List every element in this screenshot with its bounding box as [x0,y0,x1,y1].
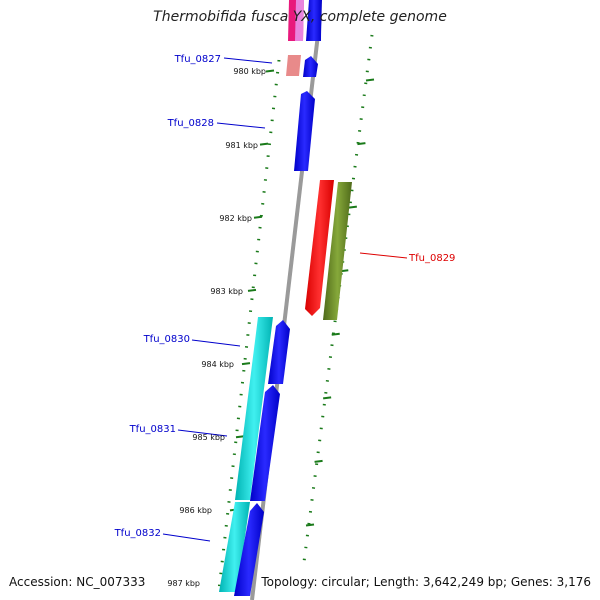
gene-label-tfu-0829: Tfu_0829 [408,253,455,264]
outer-major-tick [305,523,315,527]
leader-tfu-0829 [359,252,408,259]
bp-label-987: 987 kbp [167,579,200,588]
leader-tfu-0830 [191,339,241,347]
partial-gene-blue [306,0,322,41]
inner-ruler [217,59,281,591]
cds-tfu-0828 [294,91,315,171]
outer-major-tick [348,205,357,209]
cds-tfu-0830 [268,320,290,384]
gene-span-tfu-0832 [219,502,250,592]
gene-label-tfu-0827: Tfu_0827 [174,54,221,65]
gene-span-tfu-0827 [286,55,301,76]
bp-label-986: 986 kbp [179,506,212,515]
leader-tfu-0832 [162,533,211,542]
inner-major-tick [259,142,269,146]
gene-label-tfu-0832: Tfu_0832 [114,528,161,539]
gene-span-tfu-0829 [323,182,352,320]
gene-span-tfu-0830-0831 [235,317,273,500]
outer-major-tick [323,396,332,400]
outer-major-tick [331,332,340,336]
gene-label-tfu-0828: Tfu_0828 [167,118,214,129]
inner-major-tick [247,288,257,292]
cds-tfu-0832 [234,503,264,596]
cds-tfu-0829 [305,180,334,316]
map-title: Thermobifida fusca YX, complete genome [153,9,447,25]
outer-major-tick [314,459,323,463]
leader-tfu-0827 [223,57,273,64]
leader-tfu-0828 [216,122,266,129]
outer-major-tick [365,78,375,82]
cds-tfu-0831 [250,385,280,501]
bp-label-984: 984 kbp [201,360,234,369]
bp-label-985: 985 kbp [192,433,225,442]
inner-major-tick [253,215,263,219]
accession-text: Accession: NC_007333 [9,575,146,589]
inner-major-tick [265,69,275,73]
bp-label-980: 980 kbp [233,67,266,76]
bp-label-982: 982 kbp [219,214,252,223]
bp-label-983: 983 kbp [210,287,243,296]
inner-major-tick [241,362,251,366]
cds-tfu-0827 [303,56,318,77]
partial-gene-lavender [295,0,304,41]
outer-major-tick [357,142,366,146]
genome-summary-text: Topology: circular; Length: 3,642,249 bp… [261,575,591,589]
gene-label-tfu-0831: Tfu_0831 [129,424,176,435]
bp-label-981: 981 kbp [225,141,258,150]
partial-gene-white [321,0,325,41]
inner-major-tick [235,435,245,439]
gene-label-tfu-0830: Tfu_0830 [143,334,190,345]
leader-tfu-0831 [177,429,228,437]
